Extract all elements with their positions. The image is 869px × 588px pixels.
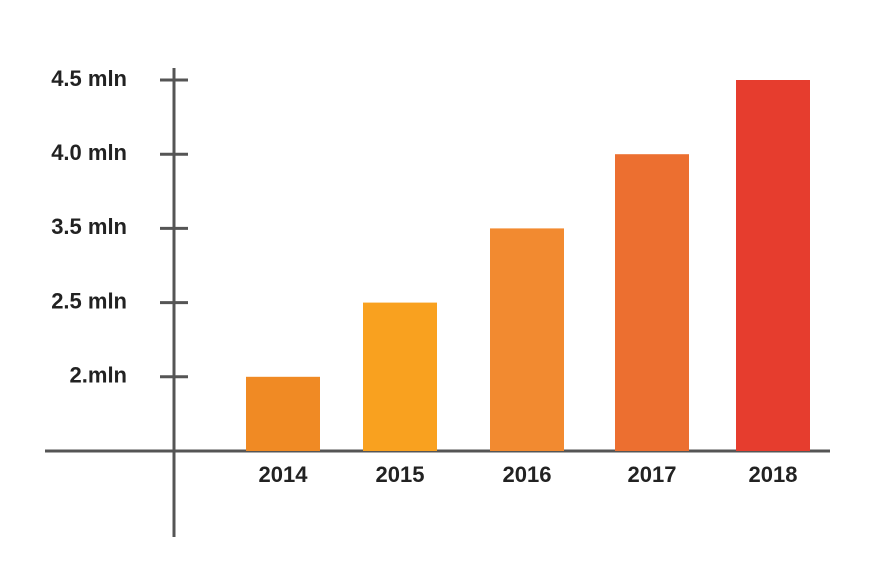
bar bbox=[490, 228, 564, 451]
x-tick-label: 2014 bbox=[259, 462, 309, 487]
y-tick-label: 3.5 mln bbox=[51, 214, 127, 239]
x-tick-label: 2017 bbox=[628, 462, 677, 487]
bar bbox=[615, 154, 689, 451]
bar bbox=[246, 376, 320, 451]
y-tick-label: 4.5 mln bbox=[51, 66, 127, 91]
bar bbox=[736, 80, 810, 451]
x-tick-label: 2018 bbox=[749, 462, 798, 487]
x-tick-label: 2015 bbox=[376, 462, 425, 487]
bar bbox=[363, 302, 437, 451]
y-tick-label: 2.mln bbox=[70, 363, 127, 388]
y-tick-label: 4.0 mln bbox=[51, 140, 127, 165]
x-tick-label: 2016 bbox=[503, 462, 552, 487]
y-tick-label: 2.5 mln bbox=[51, 288, 127, 313]
